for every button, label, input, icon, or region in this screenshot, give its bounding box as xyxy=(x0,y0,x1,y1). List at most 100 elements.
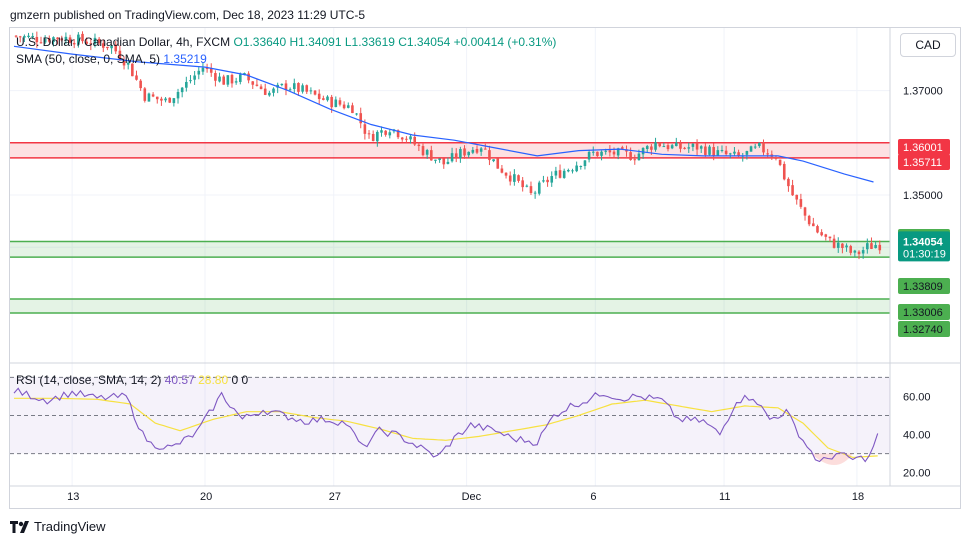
candle-body xyxy=(405,138,408,140)
candle-body xyxy=(301,85,304,92)
candle-body xyxy=(35,36,39,43)
candle-body xyxy=(650,146,653,150)
candle-body xyxy=(708,146,711,155)
price-level-label: 1.32740 xyxy=(903,324,943,336)
candle-body xyxy=(400,137,404,140)
candle-body xyxy=(413,136,417,145)
candle-body xyxy=(135,75,138,80)
candle-body xyxy=(234,81,238,83)
candle-body xyxy=(126,62,130,65)
candle-body xyxy=(608,150,612,153)
time-tick-label: 20 xyxy=(200,491,212,503)
candle-body xyxy=(857,251,861,255)
candle-body xyxy=(409,136,412,140)
candle-body xyxy=(791,185,794,196)
candle-body xyxy=(866,243,869,250)
candle-body xyxy=(583,160,587,166)
candle-body xyxy=(550,176,554,183)
candle-body xyxy=(824,234,828,237)
candle-body xyxy=(89,43,93,45)
candle-body xyxy=(305,85,309,92)
candle-body xyxy=(39,42,43,44)
candle-body xyxy=(259,86,263,90)
candle-body xyxy=(425,150,429,155)
ohlc-values: O1.33640 H1.34091 L1.33619 C1.34054 +0.0… xyxy=(233,35,557,49)
candle-body xyxy=(101,43,105,48)
candle-body xyxy=(205,68,209,70)
candle-body xyxy=(56,37,59,40)
candle-body xyxy=(513,174,516,182)
price-level-tag xyxy=(898,278,950,294)
candle-body xyxy=(139,80,142,89)
candle-body xyxy=(658,142,661,147)
candle-body xyxy=(562,170,566,178)
candle-body xyxy=(23,36,26,38)
candle-body xyxy=(687,147,691,149)
candle-body xyxy=(292,83,296,90)
currency-button[interactable]: CAD xyxy=(900,33,956,57)
candle-body xyxy=(720,149,724,151)
candle-body xyxy=(675,142,678,147)
candle-body xyxy=(841,243,844,248)
rsi-legend[interactable]: RSI (14, close, SMA, 14, 2) 40.57 28.80 … xyxy=(16,373,248,387)
candle-body xyxy=(807,215,811,225)
price-level-label: 1.35711 xyxy=(903,157,942,169)
candle-body xyxy=(77,34,80,45)
candle-body xyxy=(97,38,101,44)
candle-body xyxy=(268,92,271,96)
candle-body xyxy=(438,158,441,161)
current-price-tag xyxy=(898,231,950,262)
candle-body xyxy=(251,81,255,85)
tradingview-logo[interactable]: TradingView xyxy=(10,519,106,534)
time-tick-label: Dec xyxy=(462,491,482,503)
candle-body xyxy=(683,147,686,149)
rsi-tick-label: 60.00 xyxy=(903,391,931,403)
candle-body xyxy=(85,41,88,44)
tradingview-logo-icon xyxy=(10,520,29,533)
candle-body xyxy=(355,113,358,115)
candle-body xyxy=(816,226,819,233)
candle-body xyxy=(803,207,807,216)
candle-body xyxy=(504,172,508,176)
candle-body xyxy=(467,151,470,156)
price-tick-label: 1.35000 xyxy=(903,190,943,202)
candle-body xyxy=(326,96,329,101)
candle-body xyxy=(641,147,645,155)
candle-body xyxy=(849,246,853,253)
candle-body xyxy=(218,76,221,82)
candle-body xyxy=(724,150,728,155)
candle-body xyxy=(18,36,22,38)
candle-body xyxy=(151,94,155,97)
tradingview-name: TradingView xyxy=(34,519,106,534)
candle-body xyxy=(239,74,242,82)
symbol-legend[interactable]: U.S. Dollar / Canadian Dollar, 4h, FXCM … xyxy=(16,35,556,49)
candle-body xyxy=(533,192,537,194)
candle-body xyxy=(832,238,836,248)
sma-legend[interactable]: SMA (50, close, 0, SMA, 5) 1.35219 xyxy=(16,52,207,66)
candle-body xyxy=(351,105,354,114)
candle-body xyxy=(762,142,765,153)
time-tick-label: 18 xyxy=(852,491,864,503)
candle-body xyxy=(450,153,454,162)
candle-body xyxy=(193,75,196,80)
rsi-tick-label: 40.00 xyxy=(903,430,931,442)
candle-body xyxy=(475,148,479,153)
candle-body xyxy=(836,242,840,248)
candle-body xyxy=(870,243,873,249)
candle-body xyxy=(629,152,632,160)
candle-body xyxy=(571,170,574,172)
candle-body xyxy=(787,178,790,187)
countdown-label: 01:30:19 xyxy=(903,248,946,260)
candle-body xyxy=(222,76,225,85)
candle-body xyxy=(72,42,76,45)
candle-body xyxy=(666,145,670,150)
sma-label: SMA (50, close, 0, SMA, 5) xyxy=(16,52,161,66)
candle-body xyxy=(496,158,500,169)
candle-body xyxy=(695,142,699,150)
candle-body xyxy=(434,159,437,161)
candle-body xyxy=(542,180,545,182)
candle-body xyxy=(421,146,425,156)
price-level-tag xyxy=(898,139,950,155)
candle-body xyxy=(180,87,184,93)
